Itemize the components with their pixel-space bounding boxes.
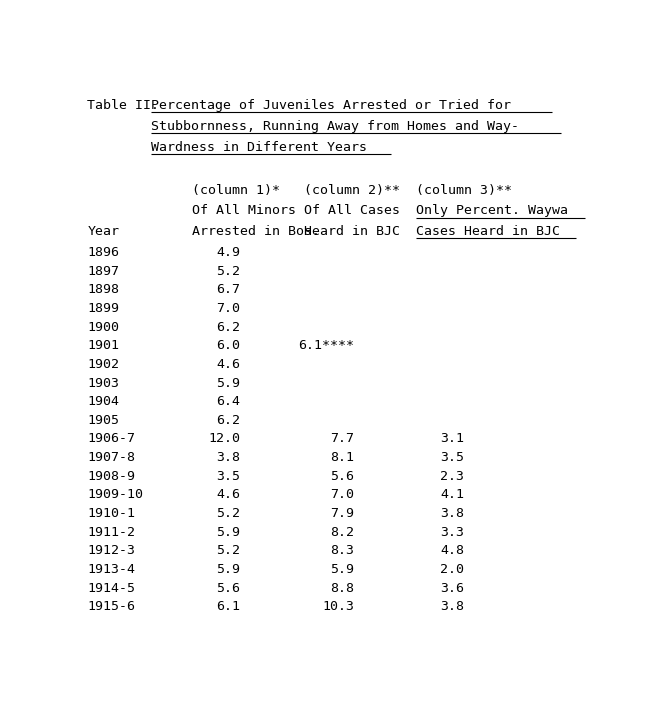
Text: 8.2: 8.2 xyxy=(330,525,355,539)
Text: 1906-7: 1906-7 xyxy=(87,432,135,446)
Text: 1899: 1899 xyxy=(87,302,119,315)
Text: 6.1****: 6.1**** xyxy=(298,340,355,352)
Text: 8.8: 8.8 xyxy=(330,582,355,595)
Text: 6.0: 6.0 xyxy=(216,340,240,352)
Text: 8.3: 8.3 xyxy=(330,544,355,557)
Text: 10.3: 10.3 xyxy=(323,600,355,613)
Text: 1915-6: 1915-6 xyxy=(87,600,135,613)
Text: 5.6: 5.6 xyxy=(216,582,240,595)
Text: 4.8: 4.8 xyxy=(440,544,464,557)
Text: 1897: 1897 xyxy=(87,265,119,278)
Text: 4.9: 4.9 xyxy=(216,246,240,259)
Text: 1901: 1901 xyxy=(87,340,119,352)
Text: 1905: 1905 xyxy=(87,414,119,426)
Text: (column 1)*: (column 1)* xyxy=(192,184,280,197)
Text: Percentage of Juveniles Arrested or Tried for: Percentage of Juveniles Arrested or Trie… xyxy=(151,99,511,112)
Text: 3.8: 3.8 xyxy=(216,451,240,464)
Text: 5.2: 5.2 xyxy=(216,544,240,557)
Text: 3.5: 3.5 xyxy=(440,451,464,464)
Text: 3.8: 3.8 xyxy=(440,507,464,520)
Text: 1912-3: 1912-3 xyxy=(87,544,135,557)
Text: 1907-8: 1907-8 xyxy=(87,451,135,464)
Text: 2.0: 2.0 xyxy=(440,563,464,576)
Text: 6.4: 6.4 xyxy=(216,395,240,408)
Text: 5.9: 5.9 xyxy=(216,377,240,389)
Text: 1902: 1902 xyxy=(87,358,119,371)
Text: 1910-1: 1910-1 xyxy=(87,507,135,520)
Text: 7.0: 7.0 xyxy=(330,488,355,501)
Text: 1900: 1900 xyxy=(87,320,119,334)
Text: 3.5: 3.5 xyxy=(216,470,240,483)
Text: 7.0: 7.0 xyxy=(216,302,240,315)
Text: 6.2: 6.2 xyxy=(216,320,240,334)
Text: Stubbornness, Running Away from Homes and Way-: Stubbornness, Running Away from Homes an… xyxy=(151,120,519,133)
Text: Of All Cases: Of All Cases xyxy=(304,204,399,217)
Text: 6.1: 6.1 xyxy=(216,600,240,613)
Text: 4.6: 4.6 xyxy=(216,358,240,371)
Text: 3.8: 3.8 xyxy=(440,600,464,613)
Text: 5.2: 5.2 xyxy=(216,265,240,278)
Text: 1911-2: 1911-2 xyxy=(87,525,135,539)
Text: 1896: 1896 xyxy=(87,246,119,259)
Text: 5.6: 5.6 xyxy=(330,470,355,483)
Text: 3.3: 3.3 xyxy=(440,525,464,539)
Text: 3.6: 3.6 xyxy=(440,582,464,595)
Text: 1903: 1903 xyxy=(87,377,119,389)
Text: Cases Heard in BJC: Cases Heard in BJC xyxy=(416,225,560,239)
Text: 3.1: 3.1 xyxy=(440,432,464,446)
Text: 2.3: 2.3 xyxy=(440,470,464,483)
Text: Wardness in Different Years: Wardness in Different Years xyxy=(151,141,367,154)
Text: 7.7: 7.7 xyxy=(330,432,355,446)
Text: Only Percent. Waywa: Only Percent. Waywa xyxy=(416,204,568,217)
Text: 5.9: 5.9 xyxy=(216,525,240,539)
Text: Of All Minors: Of All Minors xyxy=(192,204,296,217)
Text: Arrested in Bos.: Arrested in Bos. xyxy=(192,225,319,239)
Text: 12.0: 12.0 xyxy=(208,432,240,446)
Text: 1898: 1898 xyxy=(87,283,119,296)
Text: 6.2: 6.2 xyxy=(216,414,240,426)
Text: 1908-9: 1908-9 xyxy=(87,470,135,483)
Text: 4.1: 4.1 xyxy=(440,488,464,501)
Text: 5.9: 5.9 xyxy=(216,563,240,576)
Text: (column 3)**: (column 3)** xyxy=(416,184,512,197)
Text: 6.7: 6.7 xyxy=(216,283,240,296)
Text: 8.1: 8.1 xyxy=(330,451,355,464)
Text: 1913-4: 1913-4 xyxy=(87,563,135,576)
Text: 5.2: 5.2 xyxy=(216,507,240,520)
Text: 7.9: 7.9 xyxy=(330,507,355,520)
Text: Year: Year xyxy=(87,225,119,239)
Text: Table II.: Table II. xyxy=(87,99,159,112)
Text: 4.6: 4.6 xyxy=(216,488,240,501)
Text: 1904: 1904 xyxy=(87,395,119,408)
Text: 1914-5: 1914-5 xyxy=(87,582,135,595)
Text: (column 2)**: (column 2)** xyxy=(304,184,399,197)
Text: 5.9: 5.9 xyxy=(330,563,355,576)
Text: Heard in BJC: Heard in BJC xyxy=(304,225,399,239)
Text: 1909-10: 1909-10 xyxy=(87,488,143,501)
